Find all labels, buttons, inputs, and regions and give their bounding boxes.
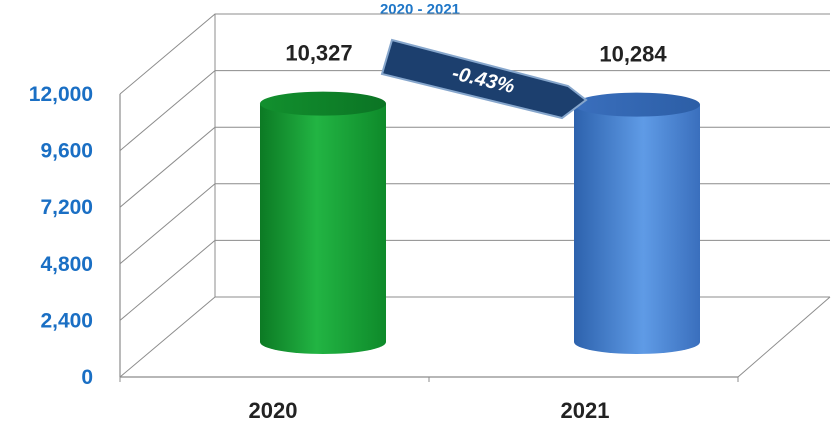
- y-tick-label: 7,200: [40, 196, 93, 219]
- gridline: [119, 239, 830, 321]
- callout-arrow: [380, 38, 588, 120]
- bar-body: [260, 103, 386, 355]
- bars: [260, 91, 700, 355]
- y-tick-label: 2,400: [40, 309, 93, 332]
- axes: 0 2,400 4,800 7,200 9,600 12,000: [29, 83, 739, 389]
- x-tick-label: 2021: [561, 398, 610, 421]
- data-label-2020: 10,327: [285, 41, 352, 66]
- gridline: [119, 126, 830, 208]
- labels: 10,327 2020 10,284 2021: [249, 41, 668, 421]
- bar-2020: [260, 91, 386, 355]
- bar-2021: [574, 92, 700, 355]
- y-tick-label: 0: [81, 366, 93, 389]
- bar-body: [574, 104, 700, 355]
- gridline: [119, 183, 830, 265]
- y-tick-label: 12,000: [29, 83, 93, 106]
- chart-title: 2020 - 2021: [380, 1, 460, 18]
- floor-edge: [737, 296, 831, 378]
- bar-top: [574, 92, 700, 117]
- y-tick-label: 9,600: [40, 140, 93, 163]
- x-tick-label: 2020: [249, 398, 298, 421]
- change-callout: -0.43%: [380, 38, 588, 120]
- data-label-2021: 10,284: [599, 42, 667, 67]
- bar-top: [260, 91, 386, 116]
- gridline: [119, 296, 830, 378]
- y-tick-label: 4,800: [40, 253, 93, 276]
